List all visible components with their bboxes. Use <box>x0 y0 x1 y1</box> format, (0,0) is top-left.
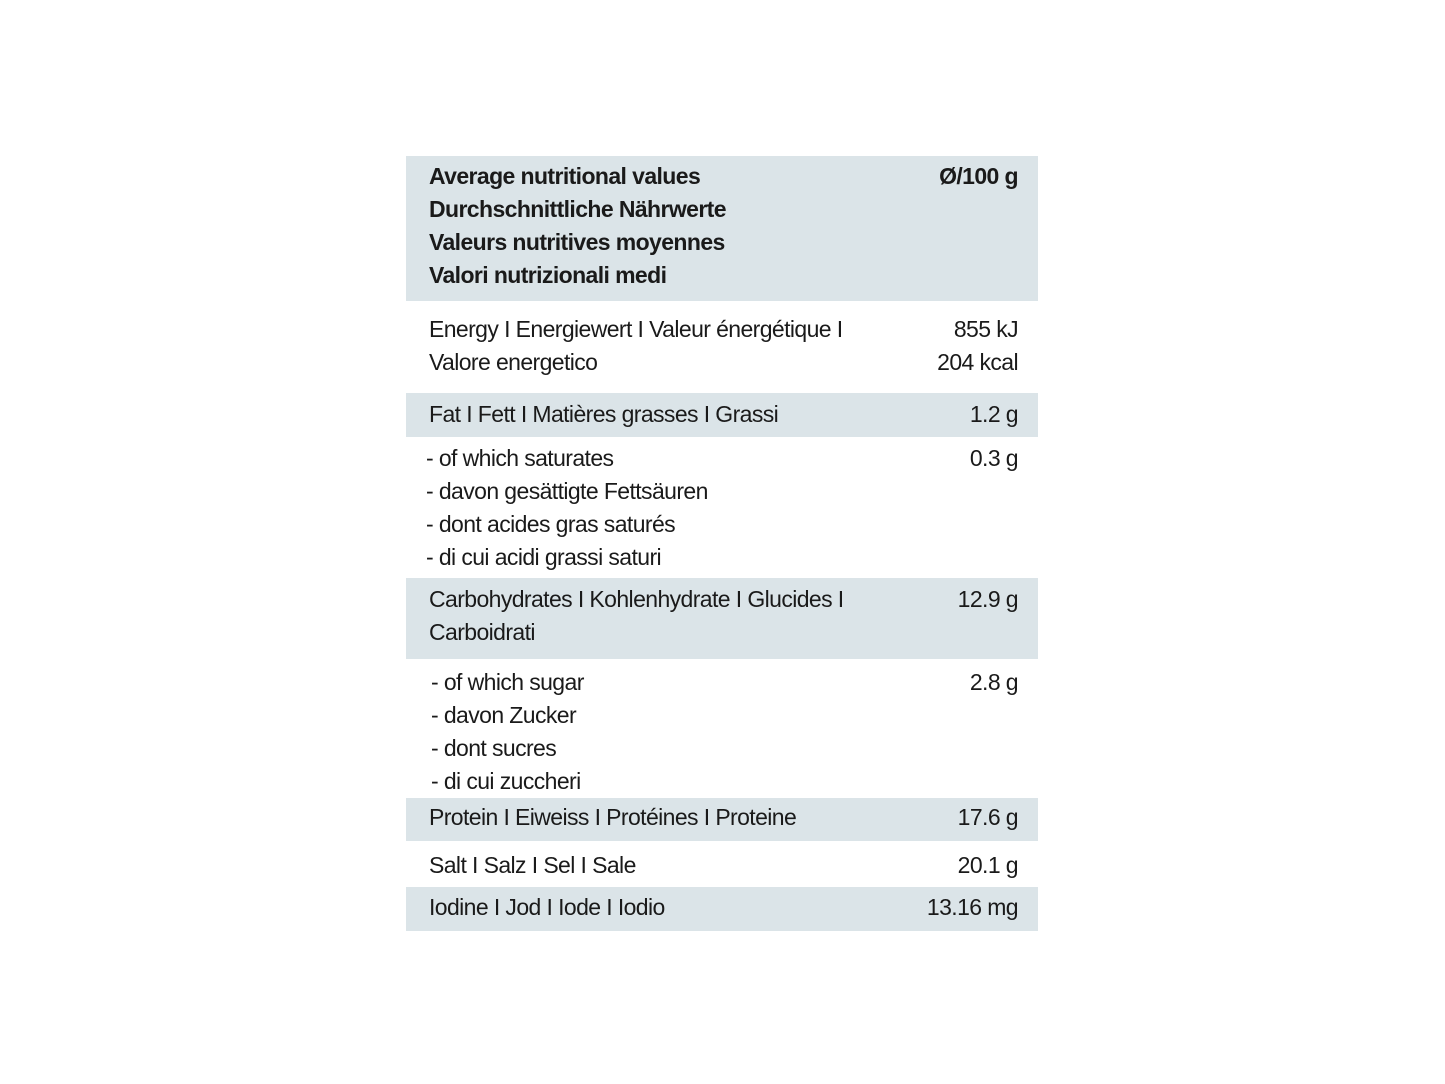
row-label: Salt I Salz I Sel I Sale <box>429 852 636 878</box>
row-label: - of which sugar - davon Zucker - dont s… <box>431 669 584 794</box>
row-label: - of which saturates - davon gesättigte … <box>426 445 708 570</box>
row-label: Carbohydrates I Kohlenhydrate I Glucides… <box>429 586 844 645</box>
row-value: 12.9 g <box>957 586 1019 612</box>
row-label: Fat I Fett I Matières grasses I Grassi <box>429 401 779 427</box>
row-value: 13.16 mg <box>926 894 1019 920</box>
nutrition-table: Average nutritional values Durchschnittl… <box>406 156 1038 931</box>
row-salt: Salt I Salz I Sel I Sale 20.1 g <box>406 841 1038 887</box>
row-sugar: - of which sugar - davon Zucker - dont s… <box>406 659 1038 798</box>
row-saturates: - of which saturates - davon gesättigte … <box>406 437 1038 578</box>
row-label: Protein I Eiweiss I Protéines I Proteine <box>429 804 797 830</box>
row-protein: Protein I Eiweiss I Protéines I Proteine… <box>406 798 1038 841</box>
row-energy: Energy I Energiewert I Valeur énergétiqu… <box>406 301 1038 393</box>
row-value: 20.1 g <box>957 852 1019 878</box>
row-fat: Fat I Fett I Matières grasses I Grassi 1… <box>406 393 1038 437</box>
row-value: 2.8 g <box>969 669 1019 695</box>
row-value: 855 kJ 204 kcal <box>937 316 1018 375</box>
row-value: 0.3 g <box>969 445 1019 471</box>
header-label: Average nutritional values Durchschnittl… <box>429 163 727 288</box>
row-carbohydrates: Carbohydrates I Kohlenhydrate I Glucides… <box>406 578 1038 659</box>
row-iodine: Iodine I Jod I Iode I Iodio 13.16 mg <box>406 887 1038 931</box>
header-row: Average nutritional values Durchschnittl… <box>406 156 1038 301</box>
row-label: Energy I Energiewert I Valeur énergétiqu… <box>429 316 843 375</box>
row-value: 1.2 g <box>969 401 1019 427</box>
row-label: Iodine I Jod I Iode I Iodio <box>429 894 665 920</box>
row-value: 17.6 g <box>957 804 1019 830</box>
header-unit: Ø/100 g <box>939 163 1019 189</box>
